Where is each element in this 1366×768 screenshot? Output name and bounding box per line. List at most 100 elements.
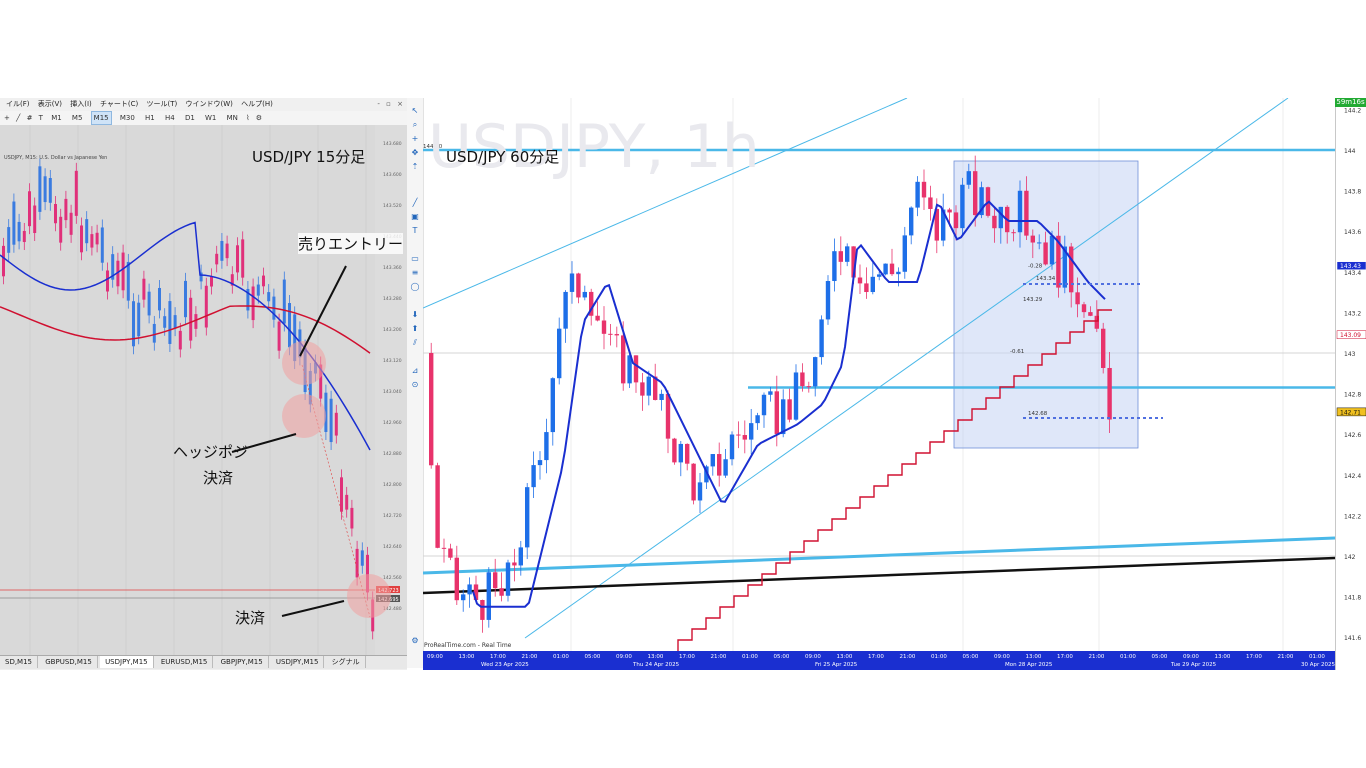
time-tick-label: 01:00 <box>742 654 758 660</box>
menu-view[interactable]: 表示(V) <box>37 100 62 108</box>
candle-body <box>28 191 31 227</box>
tab-chart-active[interactable]: USDJPY,M15 <box>100 656 154 668</box>
text-tool-icon[interactable]: T <box>38 114 43 122</box>
tab-chart[interactable]: GBPJPY,M15 <box>216 656 269 668</box>
price-tick-label: 142.6 <box>1344 432 1361 439</box>
candle-body <box>441 547 447 549</box>
line-icon[interactable]: ╱ <box>412 198 418 207</box>
candle-body <box>147 291 151 316</box>
candle-body <box>582 291 587 298</box>
candle-body <box>12 201 16 245</box>
price-badge-label: 142.71 <box>1340 409 1361 416</box>
indicator-icon[interactable]: ⌇ <box>246 114 250 122</box>
candle-body <box>723 459 728 476</box>
tf-d1[interactable]: D1 <box>184 114 195 122</box>
price-tick-label: 141.8 <box>1344 595 1361 602</box>
ruler-icon[interactable]: ⊿ <box>411 366 419 375</box>
candle-body <box>653 376 658 400</box>
candle-body <box>505 562 511 596</box>
menu-file[interactable]: イル(F) <box>6 100 30 108</box>
candle-body <box>360 550 364 566</box>
candle-body <box>902 235 907 272</box>
price-tick-label: 144.2 <box>1344 107 1361 114</box>
down-arrow-icon[interactable]: ⬇ <box>411 310 419 319</box>
chart-15m[interactable]: 143.680143.600143.520143.440143.360143.2… <box>0 125 407 655</box>
channel-tool-icon[interactable]: # <box>26 114 33 122</box>
line-tool-icon[interactable]: ╱ <box>16 114 21 122</box>
candle-body <box>832 251 837 282</box>
candle-body <box>717 454 722 476</box>
candle-body <box>448 548 453 558</box>
candle-body <box>106 270 109 292</box>
menu-chart[interactable]: チャート(C) <box>100 100 139 108</box>
candle-body <box>793 372 799 420</box>
chart-60m-canvas[interactable]: -0.28 -0.61 143.34 143.29 142.68 144.00 ProRea… <box>423 98 1335 651</box>
tf-w1[interactable]: W1 <box>205 114 217 122</box>
price-tick-label: 144 <box>1344 148 1356 155</box>
tf-m30[interactable]: M30 <box>119 114 135 122</box>
candle-body <box>755 415 760 424</box>
candle-body <box>493 572 498 589</box>
up-arrow-icon[interactable]: ⬆ <box>411 324 419 333</box>
candle-body <box>589 291 594 316</box>
alert-icon[interactable]: ⊙ <box>411 380 419 389</box>
crosshair-icon[interactable]: + <box>411 134 419 143</box>
window-controls[interactable]: - ▫ × <box>377 100 405 108</box>
support-trend-blue <box>423 536 1335 575</box>
candle-body <box>90 234 94 248</box>
menu-tools[interactable]: ツール(T) <box>146 100 178 108</box>
candle-body <box>80 225 83 253</box>
time-tick-label: 09:00 <box>1183 654 1199 660</box>
candle-body <box>819 319 824 358</box>
menu-insert[interactable]: 挿入(I) <box>70 100 92 108</box>
candle-body <box>1062 246 1067 288</box>
time-tick-label: 05:00 <box>963 654 979 660</box>
tab-chart[interactable]: GBPUSD,M15 <box>40 656 98 668</box>
settings-icon[interactable]: ⚙ <box>411 636 419 645</box>
tab-chart[interactable]: SD,M15 <box>0 656 39 668</box>
candle-body <box>921 181 927 198</box>
menu-help[interactable]: ヘルプ(H) <box>241 100 273 108</box>
tab-chart[interactable]: USDJPY,M15 <box>271 656 325 668</box>
fibonacci-icon[interactable]: ≡ <box>411 268 419 277</box>
price-scale[interactable]: 144.2 144 143.8 143.6 143.4 143.2 143 142.8 142.… <box>1335 98 1366 670</box>
time-tick-label: 17:00 <box>1057 654 1073 660</box>
tf-m15[interactable]: M15 <box>90 111 112 125</box>
time-tick-label: 17:00 <box>679 654 695 660</box>
candle-body <box>685 443 690 464</box>
candle-body <box>704 466 709 483</box>
candle-body <box>870 276 875 293</box>
chart-watermark: USDJPY, 1h <box>428 112 760 182</box>
candle-body <box>100 227 104 263</box>
tf-mn[interactable]: MN <box>226 114 238 122</box>
candle-body <box>215 253 219 265</box>
zoom-icon[interactable]: ⌕ <box>412 120 418 129</box>
candle-body <box>621 335 626 384</box>
cursor-icon[interactable]: ↖ <box>411 106 419 115</box>
rectangle-icon[interactable]: ▭ <box>411 254 419 263</box>
candle-body <box>230 274 234 286</box>
crosshair-icon[interactable]: + <box>4 114 10 122</box>
ellipse-icon[interactable]: ◯ <box>410 282 420 291</box>
tf-m5[interactable]: M5 <box>71 114 83 122</box>
trash-icon[interactable]: ▣ <box>411 212 419 221</box>
tf-h4[interactable]: H4 <box>164 114 175 122</box>
candle-body <box>909 207 914 236</box>
date-label: 30 Apr 2025 <box>1301 662 1335 668</box>
tab-chart[interactable]: EURUSD,M15 <box>156 656 214 668</box>
text-icon[interactable]: T <box>412 226 418 235</box>
template-icon[interactable]: ⚙ <box>255 114 263 122</box>
pointer-icon[interactable]: ⇡ <box>411 162 419 171</box>
move-icon[interactable]: ✥ <box>411 148 419 157</box>
tf-h1[interactable]: H1 <box>145 114 155 122</box>
candle-body <box>7 227 11 253</box>
candle-body <box>979 187 984 216</box>
candle-body <box>998 206 1003 229</box>
tf-m1[interactable]: M1 <box>51 114 62 122</box>
price-tick-label: 143.040 <box>383 389 402 395</box>
footer-source: ProRealTime.com - Real Time <box>424 642 512 649</box>
channel-icon[interactable]: ⫽ <box>413 338 417 347</box>
menu-window[interactable]: ウインドウ(W) <box>185 100 233 108</box>
candle-body <box>672 438 677 463</box>
tab-signals[interactable]: シグナル <box>327 656 366 668</box>
